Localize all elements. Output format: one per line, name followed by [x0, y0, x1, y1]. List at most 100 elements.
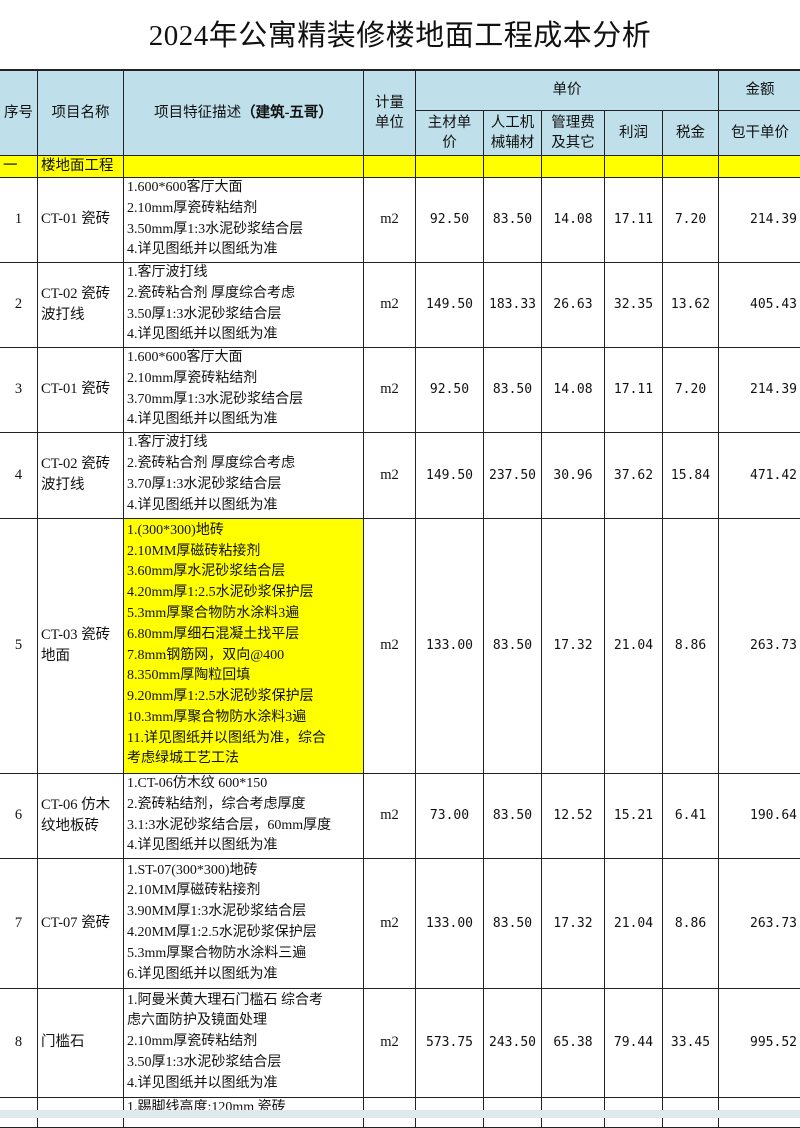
desc-line: 3.1:3水泥砂浆结合层，60mm厚度 — [127, 816, 363, 837]
row-profit: 21.04 — [605, 518, 663, 773]
row-total: 190.64 — [719, 773, 800, 858]
row-labor: 83.50 — [484, 773, 542, 858]
row-labor: 237.50 — [484, 432, 542, 518]
row-labor: 83.50 — [484, 347, 542, 432]
row-name: CT-02 瓷砖波打线 — [38, 262, 124, 347]
row-name: CT-03 瓷砖地面 — [38, 518, 124, 773]
row-unit: m2 — [364, 262, 416, 347]
row-seq: 5 — [0, 518, 38, 773]
desc-line: 考虑绿城工艺工法 — [127, 749, 363, 770]
row-mgmt: 14.08 — [542, 177, 605, 262]
desc-line: 虑六面防护及镜面处理 — [127, 1011, 363, 1032]
header-name: 项目名称 — [38, 70, 124, 155]
row-mgmt: 30.96 — [542, 432, 605, 518]
desc-line: 4.详见图纸并以图纸为准 — [127, 325, 363, 346]
row-material: 573.75 — [416, 988, 484, 1097]
row-material: 149.50 — [416, 432, 484, 518]
row-material: 149.50 — [416, 262, 484, 347]
row-profit: 21.04 — [605, 858, 663, 988]
row-profit: 17.11 — [605, 177, 663, 262]
row-material: 133.00 — [416, 858, 484, 988]
desc-line: 4.详见图纸并以图纸为准 — [127, 496, 363, 517]
header-total: 包干单价 — [719, 110, 800, 155]
desc-line: 4.20mm厚1:2.5水泥砂浆保护层 — [127, 583, 363, 604]
row-labor: 83.50 — [484, 177, 542, 262]
desc-line: 6.详见图纸并以图纸为准 — [127, 965, 363, 986]
desc-line: 11.详见图纸并以图纸为准，综合 — [127, 729, 363, 750]
row-unit: m2 — [364, 988, 416, 1097]
desc-line: 1.600*600客厅大面 — [127, 348, 363, 369]
row-mgmt: 14.08 — [542, 347, 605, 432]
desc-line: 2.10mm厚瓷砖粘结剂 — [127, 199, 363, 220]
header-desc: 项目特征描述（建筑-五哥） — [124, 70, 364, 155]
row-total: 471.42 — [719, 432, 800, 518]
row-name: CT-01 瓷砖 — [38, 177, 124, 262]
desc-line: 1.CT-06仿木纹 600*150 — [127, 774, 363, 795]
row-profit: 32.35 — [605, 262, 663, 347]
row-total: 995.52 — [719, 988, 800, 1097]
desc-line: 4.20MM厚1:2.5水泥砂浆保护层 — [127, 923, 363, 944]
row-unit: m2 — [364, 432, 416, 518]
row-seq: 6 — [0, 773, 38, 858]
row-total: 405.43 — [719, 262, 800, 347]
desc-line: 1.客厅波打线 — [127, 263, 363, 284]
row-material: 92.50 — [416, 347, 484, 432]
row-total: 263.73 — [719, 858, 800, 988]
desc-line: 2.10MM厚磁砖粘接剂 — [127, 542, 363, 563]
row-mgmt: 17.32 — [542, 858, 605, 988]
row-unit: m2 — [364, 518, 416, 773]
desc-line: 3.70mm厚1:3水泥砂浆结合层 — [127, 390, 363, 411]
row-profit: 15.21 — [605, 773, 663, 858]
row-unit: m2 — [364, 347, 416, 432]
desc-line: 4.详见图纸并以图纸为准 — [127, 410, 363, 431]
row-total: 214.39 — [719, 347, 800, 432]
row-tax: 8.86 — [663, 518, 719, 773]
desc-line: 3.90MM厚1:3水泥砂浆结合层 — [127, 902, 363, 923]
desc-line: 3.50厚1:3水泥砂浆结合层 — [127, 1053, 363, 1074]
row-profit: 37.62 — [605, 432, 663, 518]
desc-line: 4.详见图纸并以图纸为准 — [127, 1074, 363, 1095]
row-unit: m2 — [364, 858, 416, 988]
row-tax: 13.62 — [663, 262, 719, 347]
group-seq: 一 — [0, 155, 38, 177]
desc-line: 3.60mm厚水泥砂浆结合层 — [127, 562, 363, 583]
row-mgmt: 26.63 — [542, 262, 605, 347]
row-tax: 33.45 — [663, 988, 719, 1097]
row-name: CT-06 仿木纹地板砖 — [38, 773, 124, 858]
desc-line: 1.600*600客厅大面 — [127, 178, 363, 199]
desc-line: 10.3mm厚聚合物防水涂料3遍 — [127, 708, 363, 729]
row-labor: 243.50 — [484, 988, 542, 1097]
header-profit: 利润 — [605, 110, 663, 155]
row-mgmt: 17.32 — [542, 518, 605, 773]
desc-line: 7.8mm钢筋网，双向@400 — [127, 646, 363, 667]
group-name: 楼地面工程 — [38, 155, 124, 177]
bottom-bar — [0, 1110, 800, 1118]
desc-line: 2.10mm厚瓷砖粘结剂 — [127, 369, 363, 390]
desc-line: 1.(300*300)地砖 — [127, 521, 363, 542]
row-tax: 15.84 — [663, 432, 719, 518]
row-labor: 183.33 — [484, 262, 542, 347]
desc-line: 1.阿曼米黄大理石门槛石 综合考 — [127, 991, 363, 1012]
header-amount: 金额 — [719, 70, 800, 110]
cost-table: 序号 项目名称 项目特征描述（建筑-五哥） 计量单位 单价 金额 主材单价 人工… — [0, 69, 800, 1128]
row-tax: 7.20 — [663, 347, 719, 432]
header-unit: 计量单位 — [364, 70, 416, 155]
row-mgmt: 65.38 — [542, 988, 605, 1097]
row-labor: 83.50 — [484, 858, 542, 988]
row-tax: 6.41 — [663, 773, 719, 858]
row-labor: 83.50 — [484, 518, 542, 773]
desc-line: 1.ST-07(300*300)地砖 — [127, 861, 363, 882]
